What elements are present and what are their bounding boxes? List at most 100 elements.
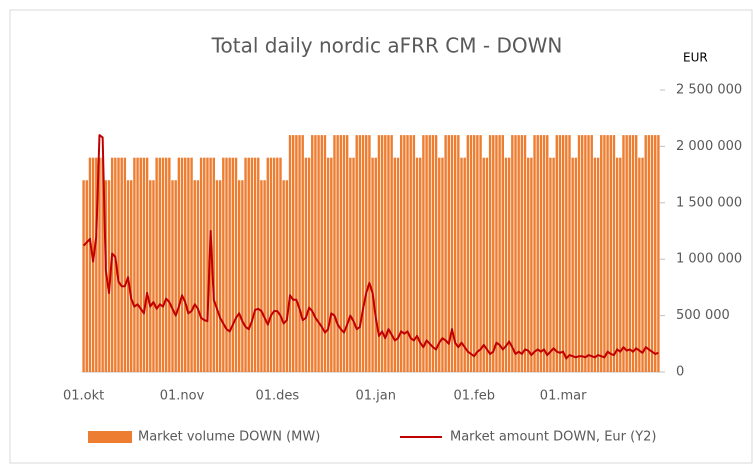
bar (473, 135, 476, 372)
bar (352, 157, 355, 372)
bar (326, 157, 330, 372)
legend-label: Market volume DOWN (MW) (138, 430, 320, 445)
bar (304, 157, 308, 372)
bar (333, 135, 336, 372)
bar (269, 157, 273, 372)
bar (95, 157, 98, 372)
bar (336, 135, 339, 372)
bar (622, 135, 625, 372)
bar (190, 157, 193, 372)
bar (647, 135, 651, 372)
bar (466, 135, 470, 372)
bar (393, 157, 397, 372)
bar (580, 135, 584, 372)
bar (206, 157, 209, 372)
bar (339, 135, 343, 372)
bar (149, 180, 152, 372)
bar (365, 135, 368, 372)
bar (438, 157, 441, 372)
bar (155, 157, 158, 372)
bar (488, 135, 492, 372)
bar (295, 135, 298, 372)
bar (520, 135, 524, 372)
bar (390, 135, 393, 372)
bar (247, 157, 250, 372)
bar (288, 135, 292, 372)
bar (317, 135, 320, 372)
chart-title: Total daily nordic aFRR CM - DOWN (211, 34, 563, 58)
bar (514, 135, 517, 372)
bar (380, 135, 384, 372)
bar (561, 135, 565, 372)
bar (266, 157, 269, 372)
bar (552, 157, 555, 372)
bar (650, 135, 654, 372)
bar (101, 157, 104, 372)
bar (638, 157, 641, 372)
bar (199, 157, 203, 372)
bar (212, 157, 216, 372)
bar (374, 157, 377, 372)
bar (469, 135, 473, 372)
bar (282, 180, 285, 372)
bar (307, 157, 311, 372)
bar (145, 157, 149, 372)
bar (168, 157, 171, 372)
bar (218, 180, 222, 372)
bar (406, 135, 409, 372)
bar (377, 135, 381, 372)
bar (453, 135, 457, 372)
bar (272, 157, 276, 372)
bar (492, 135, 495, 372)
bar (590, 135, 593, 372)
bar (539, 135, 543, 372)
bar (276, 157, 279, 372)
bar (263, 180, 266, 372)
bar (425, 135, 428, 372)
bar (495, 135, 498, 372)
bar (234, 157, 238, 372)
bar (139, 157, 142, 372)
bar (257, 157, 260, 372)
bar (558, 135, 562, 372)
bar (196, 180, 200, 372)
line (82, 134, 659, 360)
bar (619, 157, 622, 372)
bar (358, 135, 362, 372)
bar (177, 157, 181, 372)
bar (279, 157, 282, 372)
bar (253, 157, 257, 372)
bar (628, 135, 632, 372)
bar (634, 135, 638, 372)
y2-tick-label: 2 500 000 (676, 83, 742, 98)
bar (301, 135, 304, 372)
bar (450, 135, 454, 372)
bar (431, 135, 435, 372)
bar (530, 157, 533, 372)
bar (136, 157, 139, 372)
bar (593, 157, 597, 372)
bar (330, 157, 333, 372)
y2-tick-label: 0 (676, 365, 684, 380)
bar (323, 135, 327, 372)
bar (107, 180, 111, 372)
bar (409, 135, 412, 372)
bar (600, 135, 603, 372)
bar (641, 157, 644, 372)
bar (612, 135, 616, 372)
bar (657, 135, 660, 372)
bar (415, 157, 419, 372)
bar (98, 157, 101, 372)
bar (164, 157, 168, 372)
bar (434, 135, 438, 372)
bar (133, 157, 136, 372)
bar (193, 180, 196, 372)
bar (482, 157, 485, 372)
bar (412, 135, 416, 372)
y2-tick-label: 1 500 000 (676, 195, 742, 210)
bar (349, 157, 352, 372)
bar (82, 180, 85, 372)
bar (187, 157, 190, 372)
bar (231, 157, 235, 372)
bar (384, 135, 387, 372)
